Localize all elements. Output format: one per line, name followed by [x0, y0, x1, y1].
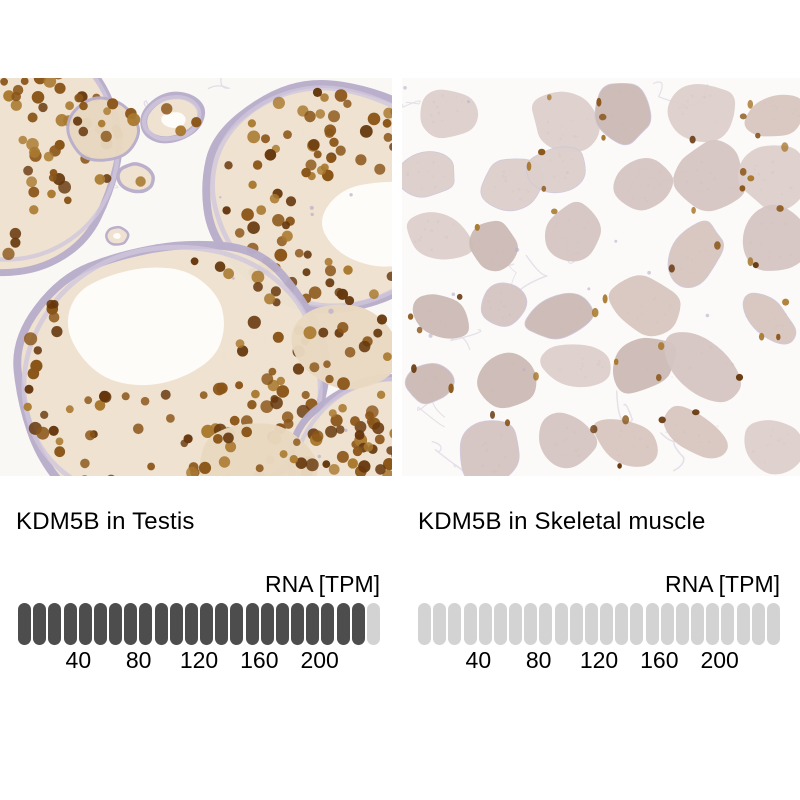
rna-tpm-pill [275, 603, 289, 645]
rna-tpm-pill [418, 603, 431, 645]
rna-tpm-pill [478, 603, 492, 645]
rna-tpm-pill [33, 603, 47, 645]
skeletal-muscle-ihc-micrograph [402, 78, 800, 476]
rna-tpm-pill [291, 603, 305, 645]
rna-tpm-tick-label: 160 [240, 647, 279, 673]
rna-tpm-tick-label: 160 [640, 647, 679, 673]
panel-title-testis: KDM5B in Testis [16, 508, 195, 535]
testis-ihc-micrograph [0, 78, 392, 476]
rna-tpm-pill [124, 603, 138, 645]
rna-tpm-pill [139, 603, 153, 645]
rna-tpm-pill [306, 603, 320, 645]
rna-tpm-pill [48, 603, 62, 645]
rna-tpm-pill [63, 603, 77, 645]
rna-tpm-pill [463, 603, 477, 645]
rna-tpm-pill [630, 603, 644, 645]
rna-tpm-pill [615, 603, 629, 645]
rna-tpm-pill [539, 603, 553, 645]
rna-tpm-pill [660, 603, 674, 645]
rna-tpm-pill [509, 603, 523, 645]
rna-tpm-pill [215, 603, 229, 645]
rna-tpm-pill [169, 603, 183, 645]
rna-tpm-axis-testis: 40 80 120 160 200 [18, 647, 380, 675]
rna-tpm-pill [569, 603, 583, 645]
rna-tpm-label-skeletal-muscle: RNA [TPM] [664, 571, 780, 597]
rna-tpm-tick-label: 120 [179, 647, 219, 673]
rna-tpm-bar-testis [18, 603, 380, 645]
rna-tpm-tick-label: 40 [465, 647, 492, 673]
rna-tpm-pill [721, 603, 735, 645]
rna-tpm-tick-label: 40 [65, 647, 92, 673]
rna-tpm-pill [448, 603, 462, 645]
rna-tpm-pill [109, 603, 123, 645]
rna-tpm-pill [645, 603, 659, 645]
rna-tpm-pill [736, 603, 750, 645]
rna-tpm-pill [524, 603, 538, 645]
rna-tpm-pill [751, 603, 765, 645]
rna-bar-area-testis: RNA [TPM] 40 80 120 160 200 [18, 572, 380, 675]
rna-tpm-pill [154, 603, 168, 645]
panel-skeletal-muscle: KDM5B in Skeletal muscle RNA [TPM] 40 80 1… [402, 78, 800, 675]
rna-tpm-tick-label: 80 [125, 647, 152, 673]
rna-tpm-axis-skeletal-muscle: 40 80 120 160 200 [418, 647, 780, 675]
rna-tpm-pill [600, 603, 614, 645]
rna-tpm-pill [554, 603, 568, 645]
rna-tpm-bar-skeletal-muscle [418, 603, 780, 645]
rna-tpm-pill [18, 603, 31, 645]
rna-tpm-pill [706, 603, 720, 645]
rna-tpm-tick-label: 200 [300, 647, 339, 673]
rna-bar-area-skeletal-muscle: RNA [TPM] 40 80 120 160 200 [418, 572, 780, 675]
rna-tpm-tick-label: 200 [700, 647, 739, 673]
rna-tpm-pill [78, 603, 92, 645]
rna-tpm-pill [230, 603, 244, 645]
panel-title-skeletal-muscle: KDM5B in Skeletal muscle [418, 508, 706, 535]
rna-tpm-pill [766, 603, 780, 645]
rna-tpm-tick-label: 120 [579, 647, 619, 673]
panel-testis: KDM5B in Testis RNA [TPM] 40 80 120 160 200 [0, 78, 392, 675]
rna-tpm-pill [351, 603, 365, 645]
rna-tpm-pill [366, 603, 380, 645]
rna-tpm-label-testis: RNA [TPM] [264, 571, 380, 597]
rna-tpm-pill [184, 603, 198, 645]
rna-tpm-pill [245, 603, 259, 645]
rna-tpm-pill [433, 603, 447, 645]
rna-tpm-pill [336, 603, 350, 645]
rna-tpm-pill [321, 603, 335, 645]
rna-tpm-tick-label: 80 [525, 647, 552, 673]
rna-tpm-pill [200, 603, 214, 645]
rna-tpm-pill [260, 603, 274, 645]
rna-tpm-pill [493, 603, 507, 645]
rna-tpm-pill [675, 603, 689, 645]
rna-tpm-pill [584, 603, 598, 645]
rna-tpm-pill [691, 603, 705, 645]
rna-tpm-pill [93, 603, 107, 645]
